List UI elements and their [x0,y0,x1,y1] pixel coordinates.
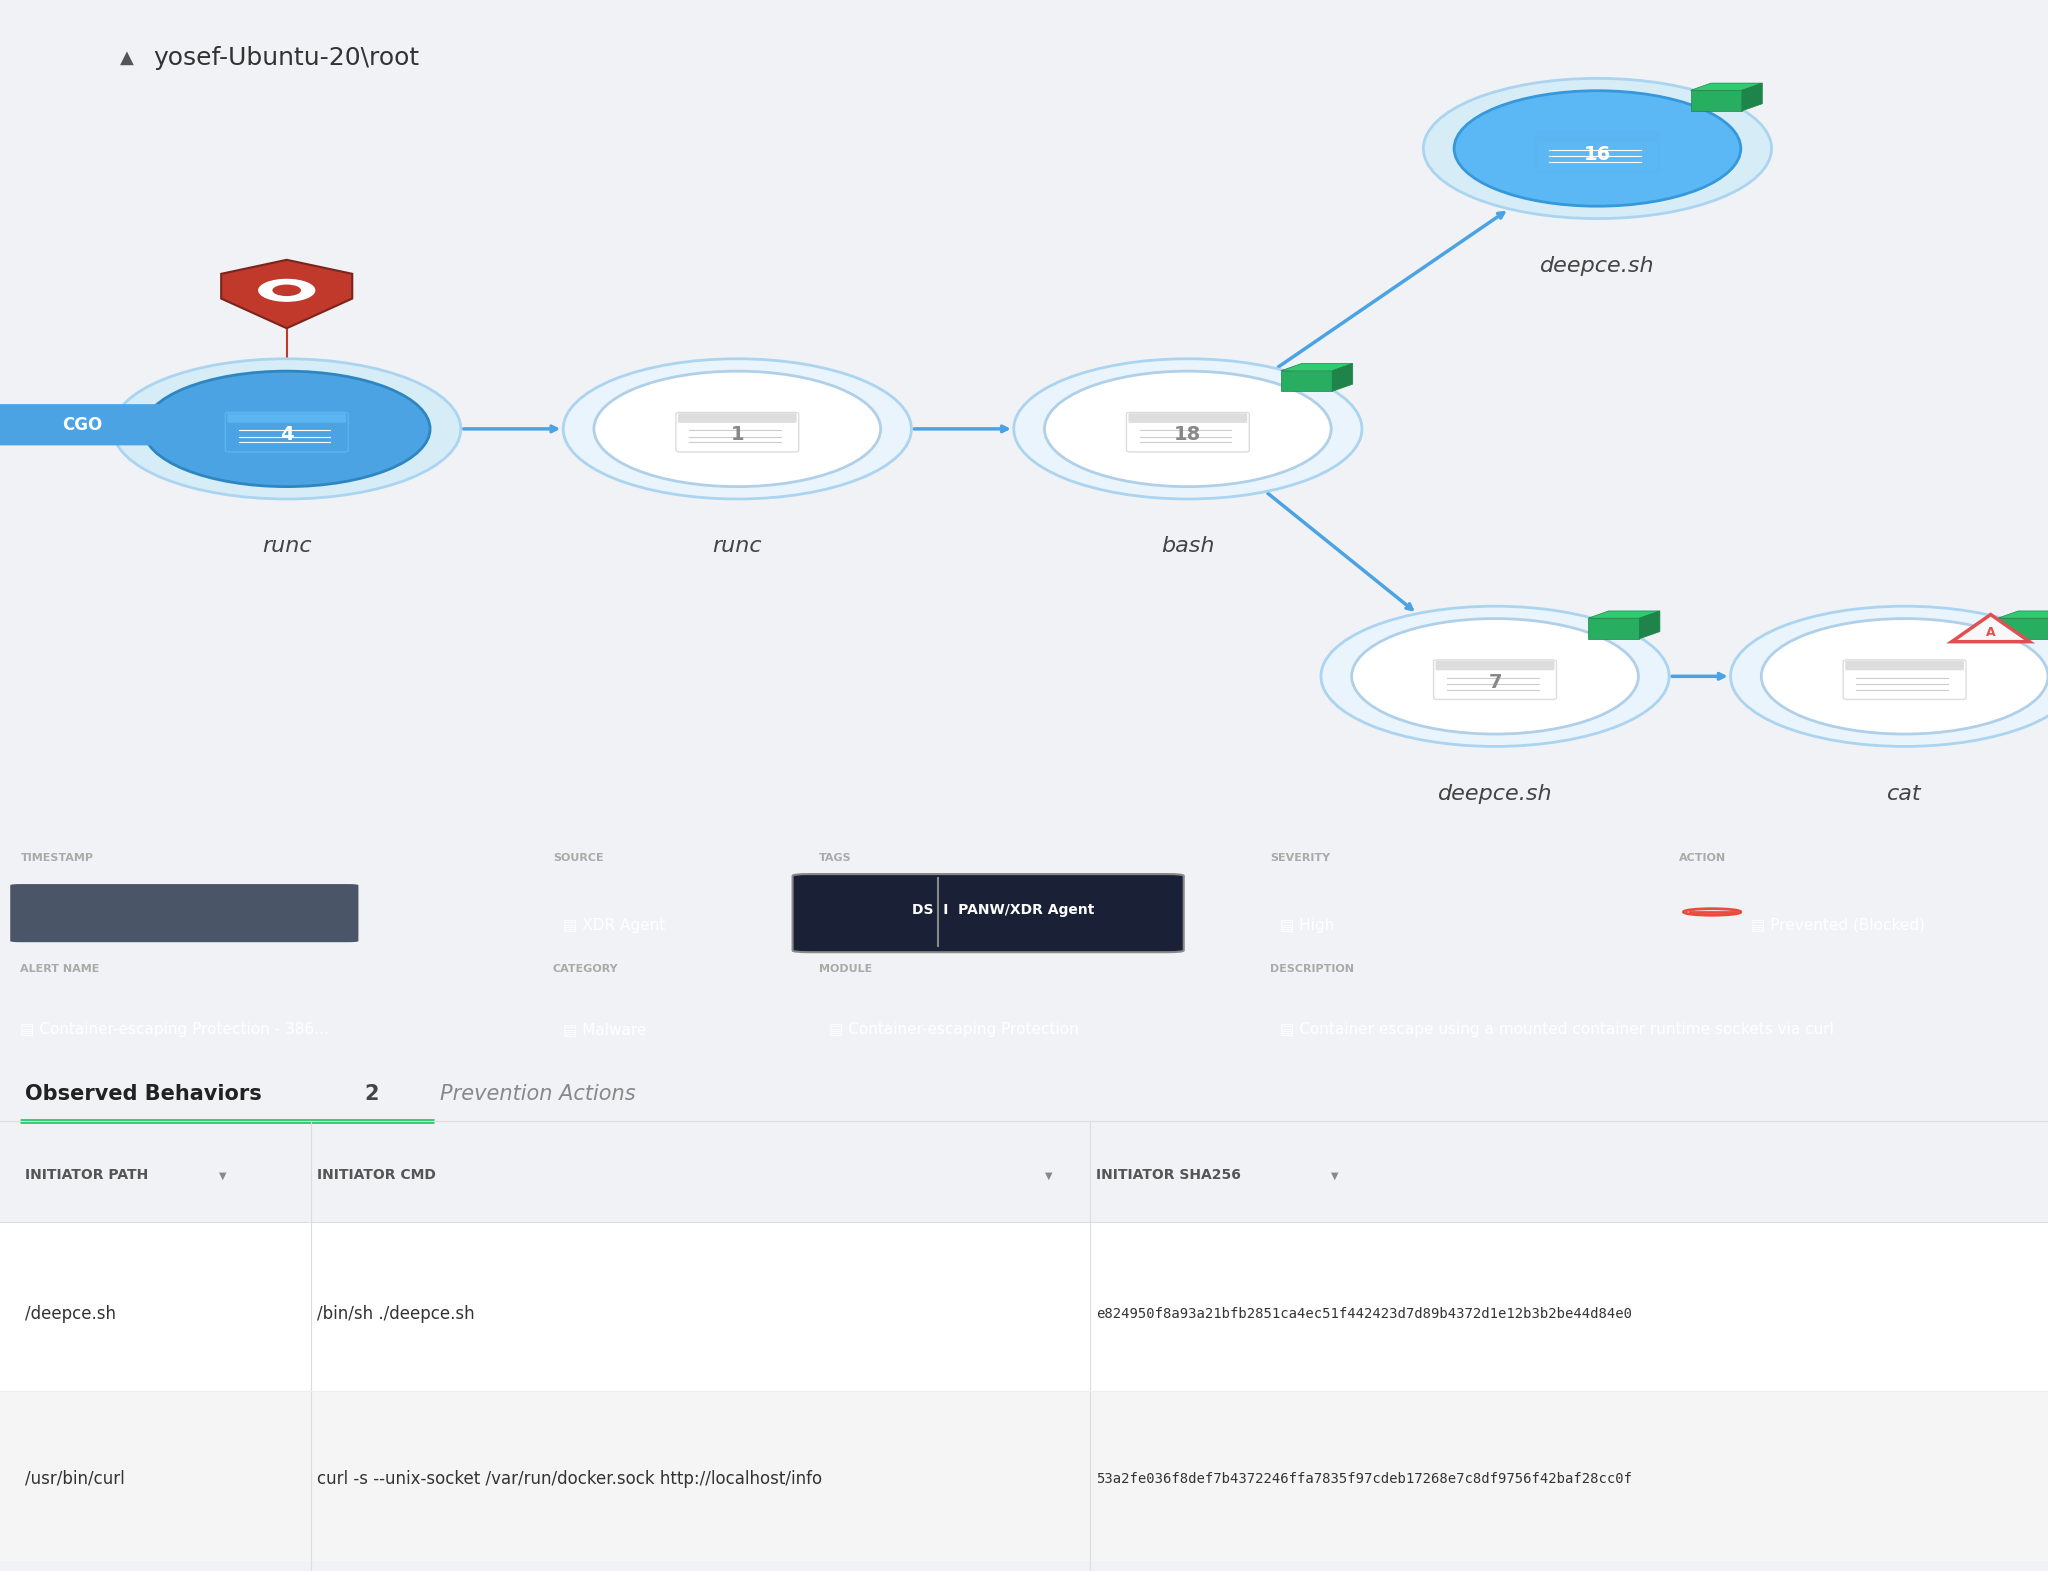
Text: ALERT NAME: ALERT NAME [20,965,100,974]
Text: CGO: CGO [61,416,102,434]
Circle shape [1454,91,1741,206]
Circle shape [272,284,301,295]
FancyBboxPatch shape [225,413,348,452]
Text: ▼: ▼ [219,1170,227,1180]
Text: runc: runc [713,536,762,556]
Polygon shape [1589,617,1638,639]
FancyBboxPatch shape [676,413,799,452]
Text: 7: 7 [1489,672,1501,691]
Circle shape [1761,619,2048,734]
FancyBboxPatch shape [227,413,346,423]
Polygon shape [1999,617,2048,639]
Circle shape [1044,371,1331,487]
FancyBboxPatch shape [1436,661,1554,671]
Text: bash: bash [1161,536,1214,556]
Text: e824950f8a93a21bfb2851ca4ec51f442423d7d89b4372d1e12b3b2be44d84e0: e824950f8a93a21bfb2851ca4ec51f442423d7d8… [1096,1307,1632,1321]
Circle shape [563,358,911,500]
FancyBboxPatch shape [678,413,797,423]
Text: cat: cat [1888,784,1921,803]
FancyBboxPatch shape [0,1222,2048,1392]
FancyBboxPatch shape [10,884,358,943]
FancyBboxPatch shape [0,1392,2048,1560]
Text: curl -s --unix-socket /var/run/docker.sock http://localhost/info: curl -s --unix-socket /var/run/docker.so… [317,1469,823,1488]
Text: CATEGORY: CATEGORY [553,965,618,974]
Text: ▤ Container escape using a mounted container runtime sockets via curl: ▤ Container escape using a mounted conta… [1280,1023,1833,1037]
Text: SEVERITY: SEVERITY [1270,853,1329,862]
FancyBboxPatch shape [793,873,1184,952]
Circle shape [258,278,315,302]
FancyBboxPatch shape [1843,660,1966,699]
Text: /usr/bin/curl: /usr/bin/curl [25,1469,125,1488]
FancyBboxPatch shape [1126,413,1249,452]
Circle shape [1352,619,1638,734]
Text: 1: 1 [731,426,743,445]
FancyBboxPatch shape [1536,132,1659,171]
FancyBboxPatch shape [0,404,174,446]
Text: ▤ Container-escaping Protection - 386...: ▤ Container-escaping Protection - 386... [20,1023,330,1037]
Text: A: A [1987,627,1995,639]
Text: INITIATOR CMD: INITIATOR CMD [317,1169,436,1183]
Circle shape [1731,606,2048,746]
Polygon shape [1331,363,1352,391]
Circle shape [1321,606,1669,746]
Text: /bin/sh ./deepce.sh: /bin/sh ./deepce.sh [317,1306,475,1323]
FancyBboxPatch shape [1845,661,1964,671]
Text: ▼: ▼ [1044,1170,1053,1180]
Text: 18: 18 [1174,426,1202,445]
FancyBboxPatch shape [1128,413,1247,423]
Text: ▲: ▲ [121,49,133,66]
Text: ▼: ▼ [1331,1170,1339,1180]
Polygon shape [1692,83,1761,90]
Polygon shape [1952,614,2030,641]
FancyBboxPatch shape [1434,660,1556,699]
Text: 2: 2 [365,1084,379,1103]
Circle shape [113,358,461,500]
Text: deepce.sh: deepce.sh [1540,256,1655,275]
Polygon shape [1282,363,1352,371]
Circle shape [143,371,430,487]
Text: ▤ Container-escaping Protection: ▤ Container-escaping Protection [829,1023,1079,1037]
Text: Prevention Actions: Prevention Actions [440,1084,637,1103]
Text: /deepce.sh: /deepce.sh [25,1306,115,1323]
Text: TAGS: TAGS [819,853,852,862]
Circle shape [1423,79,1772,218]
Circle shape [594,371,881,487]
Text: ▤ High: ▤ High [1280,917,1335,933]
Circle shape [1014,358,1362,500]
Polygon shape [1999,611,2048,617]
Text: TIMESTAMP: TIMESTAMP [20,853,94,862]
Text: MODULE: MODULE [819,965,872,974]
Text: runc: runc [262,536,311,556]
Text: DS  I  PANW/XDR Agent: DS I PANW/XDR Agent [911,903,1096,916]
Polygon shape [1638,611,1659,639]
Text: SOURCE: SOURCE [553,853,604,862]
Polygon shape [221,259,352,328]
Text: ▤ XDR Agent: ▤ XDR Agent [563,917,666,933]
Polygon shape [1282,371,1331,391]
Text: ▤ Malware: ▤ Malware [563,1023,647,1037]
Text: INITIATOR SHA256: INITIATOR SHA256 [1096,1169,1241,1183]
Text: ▤ Prevented (Blocked): ▤ Prevented (Blocked) [1751,917,1925,933]
Text: 4: 4 [281,426,293,445]
Text: 53a2fe036f8def7b4372246ffa7835f97cdeb17268e7c8df9756f42baf28cc0f: 53a2fe036f8def7b4372246ffa7835f97cdeb172… [1096,1472,1632,1486]
Text: ACTION: ACTION [1679,853,1726,862]
Polygon shape [1589,611,1659,617]
Text: deepce.sh: deepce.sh [1438,784,1552,803]
Text: Observed Behaviors: Observed Behaviors [25,1084,262,1103]
FancyBboxPatch shape [1538,134,1657,143]
Polygon shape [1692,90,1741,112]
Text: DESCRIPTION: DESCRIPTION [1270,965,1354,974]
Polygon shape [1741,83,1761,112]
Text: 16: 16 [1583,145,1612,163]
Text: INITIATOR PATH: INITIATOR PATH [25,1169,147,1183]
Text: yosef-Ubuntu-20\root: yosef-Ubuntu-20\root [154,46,420,69]
